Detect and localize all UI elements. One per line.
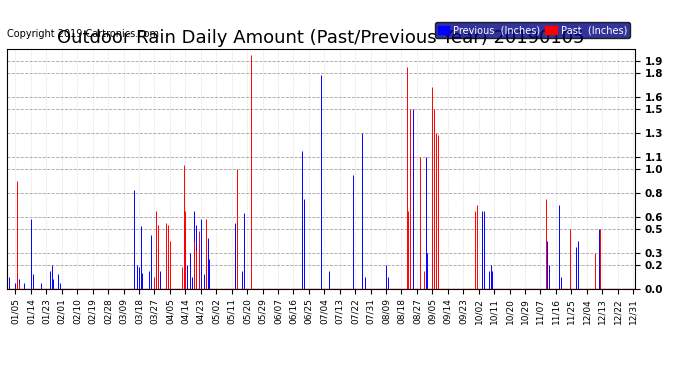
Text: Copyright 2019 Cartronics.com: Copyright 2019 Cartronics.com: [7, 29, 159, 39]
Legend: Previous  (Inches), Past  (Inches): Previous (Inches), Past (Inches): [435, 22, 630, 38]
Title: Outdoor Rain Daily Amount (Past/Previous Year) 20190105: Outdoor Rain Daily Amount (Past/Previous…: [57, 29, 584, 47]
